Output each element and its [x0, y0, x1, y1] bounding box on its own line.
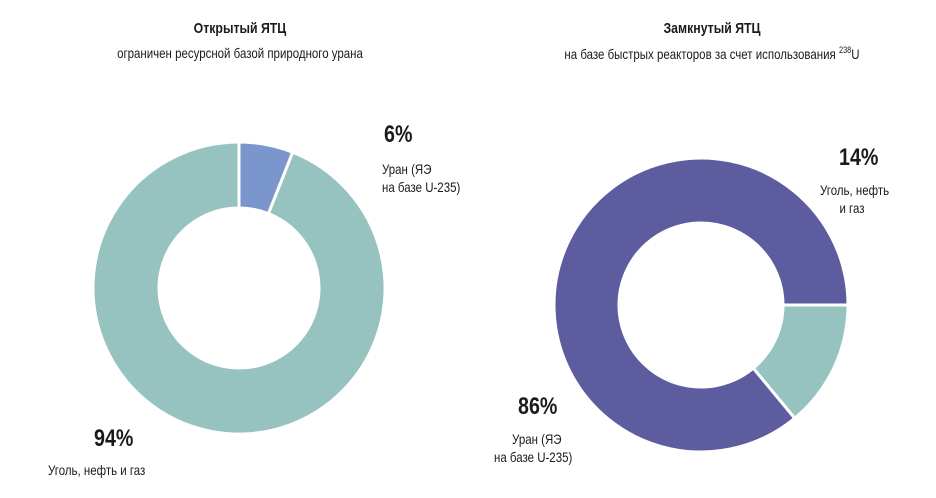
right-slice-fossil-label: Уголь, нефть и газ [820, 181, 889, 217]
left-slice-fossil-label: Уголь, нефть и газ [48, 462, 146, 478]
right-slice-uranium-label-line1: Уран (ЯЭ [512, 431, 562, 447]
right-subtitle-end: U [851, 46, 860, 62]
left-chart-subtitle: ограничен ресурсной базой природного ура… [117, 45, 363, 61]
right-subtitle-main: на базе быстрых реакторов за счет исполь… [564, 46, 839, 62]
left-slice-uranium-label: Уран (ЯЭ на базе U-235) [382, 160, 460, 196]
right-subtitle-superscript: 238 [838, 45, 852, 55]
left-slice-uranium-label-line1: Уран (ЯЭ [382, 161, 432, 177]
right-chart-title: Замкнутый ЯТЦ [663, 20, 761, 37]
right-chart-subtitle: на базе быстрых реакторов за счет исполь… [548, 45, 876, 62]
left-slice-uranium-value: 6% [384, 121, 413, 148]
right-slice-fossil-label-line1: Уголь, нефть [820, 182, 890, 198]
left-slice-fossil-value: 94% [94, 425, 134, 452]
right-slice-uranium-label: Уран (ЯЭ на базе U-235) [494, 430, 572, 466]
left-slice-uranium-label-line2: на базе U-235) [382, 179, 461, 195]
donut-slice-0-1 [91, 140, 387, 436]
right-slice-uranium-label-line2: на базе U-235) [494, 449, 573, 465]
donut-slice-1-1 [552, 156, 850, 454]
right-slice-fossil-label-line2: и газ [839, 200, 865, 216]
right-slice-fossil-value: 14% [839, 144, 879, 171]
left-chart-title: Открытый ЯТЦ [193, 20, 287, 37]
right-slice-uranium-value: 86% [518, 393, 558, 420]
